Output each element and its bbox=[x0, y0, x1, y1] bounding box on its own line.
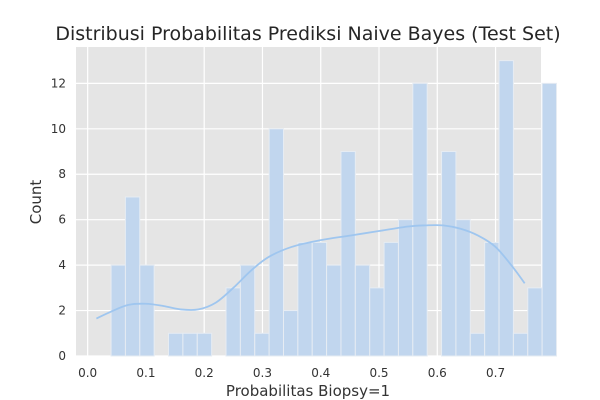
histogram-bar bbox=[397, 219, 414, 357]
y-tick-label: 12 bbox=[51, 76, 66, 90]
histogram-bar bbox=[455, 219, 471, 357]
chart-title: Distribusi Probabilitas Prediksi Naive B… bbox=[55, 23, 560, 45]
y-tick-label: 6 bbox=[58, 213, 66, 227]
y-tick-label: 8 bbox=[58, 167, 66, 181]
histogram-bar bbox=[168, 332, 184, 357]
histogram-bar bbox=[527, 287, 543, 357]
x-tick-label: 0.6 bbox=[428, 366, 447, 380]
histogram-bar bbox=[541, 82, 558, 357]
x-axis-label: Probabilitas Biopsy=1 bbox=[226, 382, 390, 400]
y-tick-label: 10 bbox=[51, 122, 66, 136]
x-tick-label: 0.5 bbox=[369, 366, 388, 380]
histogram-bar bbox=[311, 241, 328, 357]
x-tick-label: 0.1 bbox=[136, 366, 155, 380]
y-axis-ticks: 0 2 4 6 8 10 12 bbox=[51, 76, 66, 363]
histogram-bar bbox=[412, 82, 428, 357]
x-tick-label: 0.2 bbox=[195, 366, 214, 380]
histogram-bar bbox=[512, 332, 529, 357]
histogram-bar bbox=[139, 264, 155, 357]
histogram-bar bbox=[282, 310, 299, 357]
histogram-bar bbox=[196, 332, 213, 357]
histogram-bar bbox=[354, 264, 371, 357]
x-tick-label: 0.3 bbox=[253, 366, 272, 380]
y-tick-label: 0 bbox=[58, 349, 66, 363]
histogram-bar bbox=[225, 287, 241, 357]
y-tick-label: 4 bbox=[58, 258, 66, 272]
histogram-bar bbox=[340, 151, 356, 357]
x-axis-ticks: 0.0 0.1 0.2 0.3 0.4 0.5 0.6 0.7 bbox=[78, 366, 505, 380]
y-tick-label: 2 bbox=[58, 304, 66, 318]
kde-curve bbox=[96, 224, 526, 320]
histogram-bar bbox=[124, 196, 141, 357]
histogram-bar bbox=[297, 241, 313, 357]
histogram-bar bbox=[182, 332, 198, 357]
x-tick-label: 0.0 bbox=[78, 366, 97, 380]
histogram-bar bbox=[498, 60, 514, 357]
histogram-bar bbox=[369, 287, 385, 357]
x-tick-label: 0.7 bbox=[486, 366, 505, 380]
histogram-bar bbox=[254, 332, 270, 357]
y-axis-label: Count bbox=[27, 180, 45, 225]
histogram-bar bbox=[469, 332, 486, 357]
histogram-bar bbox=[441, 151, 457, 357]
histogram-bar bbox=[383, 241, 399, 357]
histogram-bar bbox=[484, 241, 500, 357]
histogram-bar bbox=[326, 264, 342, 357]
histogram-bars bbox=[110, 60, 558, 357]
x-tick-label: 0.4 bbox=[311, 366, 330, 380]
histogram-bar bbox=[268, 128, 284, 357]
histogram-bar bbox=[239, 264, 256, 357]
